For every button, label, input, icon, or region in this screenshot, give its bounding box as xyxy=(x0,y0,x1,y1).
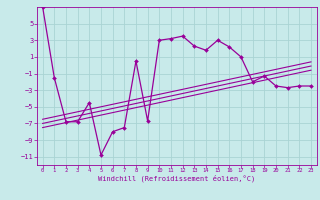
X-axis label: Windchill (Refroidissement éolien,°C): Windchill (Refroidissement éolien,°C) xyxy=(98,175,255,182)
